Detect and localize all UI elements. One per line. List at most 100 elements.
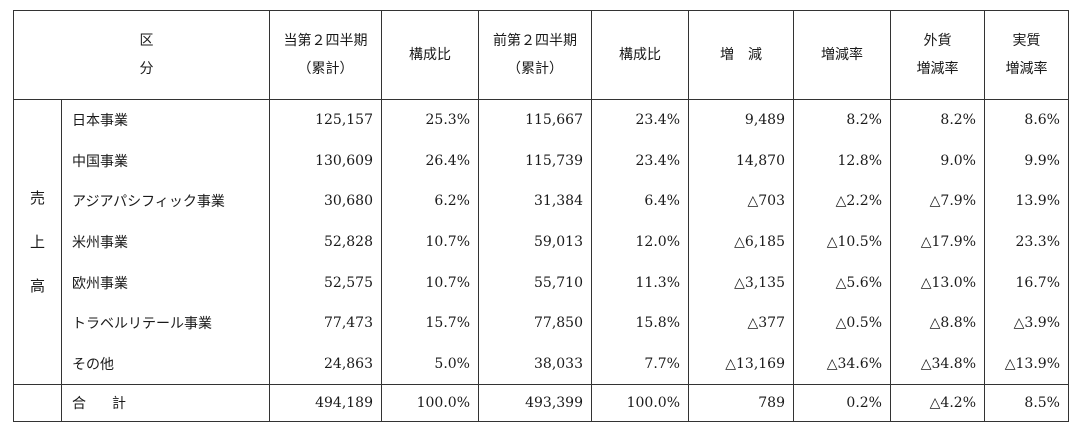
- cell-fx-rate: △8.8%: [890, 302, 985, 344]
- total-change-rate: 0.2%: [793, 384, 891, 423]
- row-label: 米州事業: [61, 221, 270, 263]
- cell-current: 24,863: [269, 343, 382, 385]
- header-real-line1: 実質: [1012, 33, 1041, 49]
- total-spacer: [13, 384, 62, 423]
- group-label-sales: 売 上 高: [13, 99, 62, 385]
- row-label: 中国事業: [61, 140, 270, 182]
- cell-ratio-prior: 15.8%: [591, 302, 689, 344]
- table-row: アジアパシフィック事業 30,680 6.2% 31,384 6.4% △703…: [14, 181, 1069, 222]
- cell-change: 14,870: [688, 140, 794, 182]
- cell-change: △13,169: [688, 343, 794, 385]
- row-label: アジアパシフィック事業: [61, 181, 270, 222]
- sales-table: 区 分 当第２四半期 （累計） 構成比 前第２四半期 （累計） 構成比 増 減 …: [13, 10, 1069, 423]
- cell-ratio-current: 26.4%: [381, 140, 479, 182]
- total-current: 494,189: [269, 384, 382, 423]
- table-row: 米州事業 52,828 10.7% 59,013 12.0% △6,185 △1…: [14, 221, 1069, 263]
- header-current: 当第２四半期 （累計）: [269, 10, 382, 100]
- group-char: 高: [29, 277, 45, 296]
- total-change: 789: [688, 384, 794, 423]
- cell-ratio-prior: 6.4%: [591, 181, 689, 222]
- header-current-line2: （累計）: [297, 61, 354, 77]
- cell-current: 52,575: [269, 262, 382, 303]
- cell-change: △6,185: [688, 221, 794, 263]
- total-label-text: 合計: [72, 396, 152, 413]
- header-real-line2: 増減率: [1005, 61, 1048, 77]
- cell-ratio-current: 5.0%: [381, 343, 479, 385]
- cell-fx-rate: △17.9%: [890, 221, 985, 263]
- cell-ratio-prior: 7.7%: [591, 343, 689, 385]
- cell-real-rate: 13.9%: [984, 181, 1069, 222]
- cell-real-rate: 9.9%: [984, 140, 1069, 182]
- header-fx-rate: 外貨 増減率: [890, 10, 985, 100]
- cell-change-rate: 12.8%: [793, 140, 891, 182]
- group-char: 売: [29, 189, 45, 208]
- header-row: 区 分 当第２四半期 （累計） 構成比 前第２四半期 （累計） 構成比 増 減 …: [13, 10, 1069, 100]
- table-row: 売 上 高 日本事業 125,157 25.3% 115,667 23.4% 9…: [13, 99, 1069, 385]
- cell-prior: 59,013: [478, 221, 592, 263]
- cell-ratio-current: 15.7%: [381, 302, 479, 344]
- header-current-line1: 当第２四半期: [283, 33, 368, 49]
- table-row: 欧州事業 52,575 10.7% 55,710 11.3% △3,135 △5…: [14, 262, 1069, 303]
- cell-prior: 31,384: [478, 181, 592, 222]
- cell-current: 30,680: [269, 181, 382, 222]
- cell-fx-rate: △7.9%: [890, 181, 985, 222]
- header-change-rate: 増減率: [793, 10, 891, 100]
- header-ratio-current: 構成比: [381, 10, 479, 100]
- cell-ratio-current: 25.3%: [381, 99, 479, 141]
- cell-prior: 115,667: [478, 99, 592, 141]
- cell-prior: 115,739: [478, 140, 592, 182]
- row-label: その他: [61, 343, 270, 385]
- row-label: トラベルリテール事業: [61, 302, 270, 344]
- cell-real-rate: △13.9%: [984, 343, 1069, 385]
- table-row: トラベルリテール事業 77,473 15.7% 77,850 15.8% △37…: [14, 302, 1069, 344]
- cell-change-rate: △0.5%: [793, 302, 891, 344]
- header-category: 区 分: [13, 10, 270, 100]
- cell-fx-rate: △34.8%: [890, 343, 985, 385]
- cell-prior: 38,033: [478, 343, 592, 385]
- total-ratio-current: 100.0%: [381, 384, 479, 423]
- total-ratio-prior: 100.0%: [591, 384, 689, 423]
- cell-current: 52,828: [269, 221, 382, 263]
- cell-change: △703: [688, 181, 794, 222]
- header-fx-line1: 外貨: [923, 33, 952, 49]
- cell-change-rate: △34.6%: [793, 343, 891, 385]
- cell-change-rate: △2.2%: [793, 181, 891, 222]
- cell-ratio-prior: 23.4%: [591, 140, 689, 182]
- total-real-rate: 8.5%: [984, 384, 1069, 423]
- cell-current: 130,609: [269, 140, 382, 182]
- header-prior-line1: 前第２四半期: [493, 33, 577, 49]
- total-prior: 493,399: [478, 384, 592, 423]
- header-fx-line2: 増減率: [916, 61, 959, 77]
- cell-fx-rate: 8.2%: [890, 99, 985, 141]
- row-label: 欧州事業: [61, 262, 270, 303]
- cell-current: 77,473: [269, 302, 382, 344]
- cell-ratio-prior: 23.4%: [591, 99, 689, 141]
- total-row: 合計 494,189 100.0% 493,399 100.0% 789 0.2…: [13, 384, 1069, 423]
- cell-real-rate: 8.6%: [984, 99, 1069, 141]
- header-prior: 前第２四半期 （累計）: [478, 10, 592, 100]
- cell-prior: 77,850: [478, 302, 592, 344]
- cell-real-rate: △3.9%: [984, 302, 1069, 344]
- header-real-rate: 実質 増減率: [984, 10, 1069, 100]
- total-fx-rate: △4.2%: [890, 384, 985, 423]
- cell-change: △3,135: [688, 262, 794, 303]
- cell-change: △377: [688, 302, 794, 344]
- header-prior-line2: （累計）: [507, 61, 563, 77]
- row-label: 日本事業: [61, 99, 270, 141]
- total-label: 合計: [61, 384, 270, 423]
- table-row: 中国事業 130,609 26.4% 115,739 23.4% 14,870 …: [14, 140, 1069, 182]
- cell-fx-rate: 9.0%: [890, 140, 985, 182]
- cell-prior: 55,710: [478, 262, 592, 303]
- cell-ratio-current: 10.7%: [381, 262, 479, 303]
- cell-change-rate: △5.6%: [793, 262, 891, 303]
- header-ratio-prior: 構成比: [591, 10, 689, 100]
- cell-change-rate: △10.5%: [793, 221, 891, 263]
- group-char: 上: [29, 233, 45, 252]
- cell-ratio-prior: 11.3%: [591, 262, 689, 303]
- cell-ratio-prior: 12.0%: [591, 221, 689, 263]
- table-row: その他 24,863 5.0% 38,033 7.7% △13,169 △34.…: [14, 343, 1069, 385]
- cell-ratio-current: 10.7%: [381, 221, 479, 263]
- header-change: 増 減: [688, 10, 794, 100]
- cell-real-rate: 23.3%: [984, 221, 1069, 263]
- cell-current: 125,157: [269, 99, 382, 141]
